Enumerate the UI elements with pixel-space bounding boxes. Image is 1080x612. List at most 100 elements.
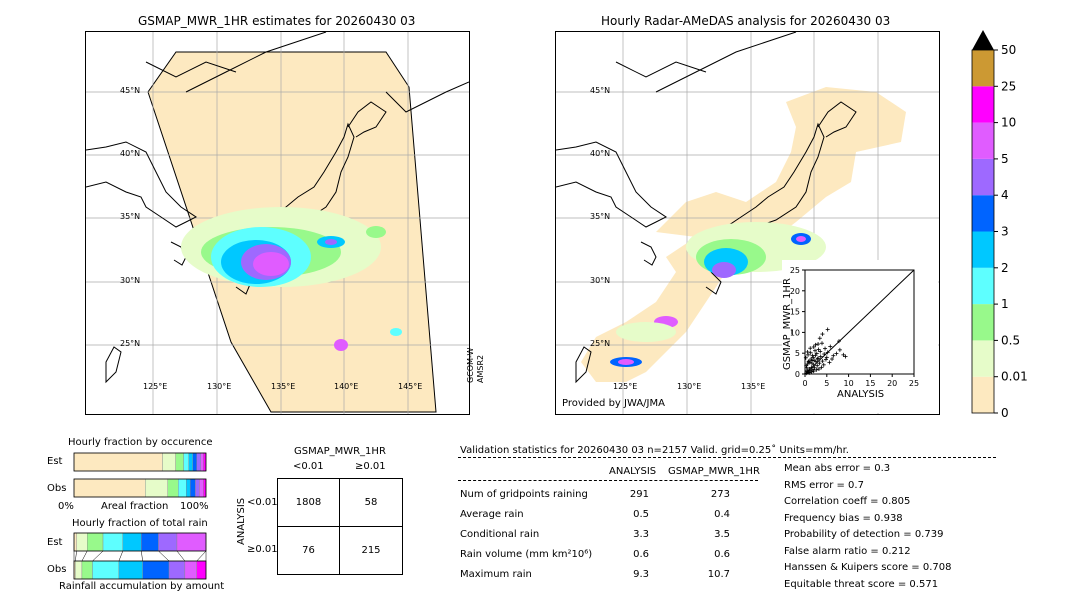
validation-row-label: Average rain	[460, 509, 524, 520]
stacked-bar-segment	[196, 452, 201, 472]
stacked-bar-segment	[176, 532, 207, 552]
scatter-point	[816, 356, 821, 361]
validation-col-analysis: ANALYSIS	[609, 466, 657, 477]
colorbar-segment	[972, 376, 994, 413]
scatter-plot: 0 5 10 15 20 25 0 5 10 15 20 25	[790, 266, 919, 388]
scatter-point	[808, 346, 813, 351]
validation-col-gsmap: GSMAP_MWR_1HR	[668, 466, 760, 477]
contingency-row-axis: ANALYSIS	[236, 497, 247, 545]
stacked-bar-segment	[183, 452, 190, 472]
stacked-bar-frame	[73, 478, 207, 498]
scatter-point	[816, 347, 821, 352]
validation-row-analysis: 291	[629, 489, 649, 500]
scatter-point	[818, 354, 823, 359]
stacked-bar-segment	[175, 452, 184, 472]
stacked-bar-segment	[86, 532, 104, 552]
validation-score: Frequency bias = 0.938	[784, 512, 903, 524]
scatter-point	[809, 369, 814, 374]
occurrence-x-left: 0%	[58, 501, 74, 512]
stacked-bar-segment	[118, 560, 143, 580]
right-map-title: Hourly Radar-AMeDAS analysis for 2026043…	[601, 14, 891, 28]
satellite-label-gcom: GCOM-W	[466, 347, 475, 383]
scatter-point	[822, 352, 827, 357]
stacked-bar-connector	[118, 550, 124, 562]
validation-header: Validation statistics for 20260430 03 n=…	[460, 445, 849, 456]
colorbar-segment	[972, 158, 994, 196]
stacked-bar-segment	[81, 560, 93, 580]
scatter-y-tick-label: 5	[795, 349, 800, 358]
stacked-bar-segment	[73, 452, 163, 472]
stacked-bar-segment	[192, 452, 197, 472]
occurrence-est-label: Est	[47, 456, 63, 467]
validation-col-divider	[458, 480, 758, 481]
scatter-point	[820, 332, 825, 337]
right-lon-label-125: 125°E	[613, 382, 638, 391]
scatter-point	[806, 352, 811, 357]
validation-row-analysis: 0.6	[633, 549, 649, 560]
scatter-point	[812, 365, 817, 370]
scatter-point	[837, 347, 842, 352]
scatter-diagonal	[804, 269, 915, 375]
contingency-table: 1808 58 76 215	[277, 478, 403, 575]
colorbar-tick-label: 10	[1001, 116, 1016, 130]
scatter-point	[814, 367, 819, 372]
scatter-point	[803, 355, 808, 360]
right-map-canvas	[556, 32, 939, 414]
scatter-point	[823, 346, 828, 351]
stacked-bar-segment	[196, 560, 207, 580]
right-lat-label-40: 40°N	[590, 149, 611, 158]
left-lat-label-40: 40°N	[120, 149, 141, 158]
stacked-bar-frame	[73, 560, 207, 580]
scatter-point	[817, 336, 822, 341]
scatter-y-tick-label: 25	[790, 266, 800, 275]
scatter-point	[821, 362, 826, 367]
left-lon-label-135: 135°E	[271, 382, 296, 391]
scatter-point	[814, 351, 819, 356]
contingency-row-2: ≥0.01	[247, 544, 278, 555]
right-map: 45°N 40°N 35°N 30°N 25°N 125°E 130°E 135…	[555, 31, 940, 415]
right-rain-patches	[610, 222, 826, 367]
scatter-point	[837, 339, 842, 344]
right-lon-label-130: 130°E	[677, 382, 702, 391]
scatter-point	[820, 359, 825, 364]
scatter-point	[812, 358, 817, 363]
stacked-bar-connector	[141, 550, 143, 562]
validation-row-analysis: 9.3	[633, 569, 649, 580]
scatter-point	[818, 349, 823, 354]
rain-fraction-title: Hourly fraction of total rain	[72, 518, 208, 529]
stacked-bar-segment	[102, 532, 124, 552]
occurrence-x-right: 100%	[180, 501, 209, 512]
validation-row-label: Num of gridpoints raining	[460, 489, 588, 500]
scatter-xlabel: ANALYSIS	[837, 389, 885, 400]
validation-divider	[458, 457, 996, 458]
validation-row-gsmap: 3.5	[714, 529, 730, 540]
scatter-point	[831, 353, 836, 358]
scatter-point	[834, 351, 839, 356]
scatter-y-tick-label: 15	[790, 308, 800, 317]
colorbar-segment	[972, 195, 994, 232]
scatter-point	[823, 357, 828, 362]
occurrence-xlabel: Areal fraction	[101, 501, 169, 512]
validation-score: Hanssen & Kuipers score = 0.708	[784, 562, 952, 573]
validation-row-gsmap: 273	[710, 489, 730, 500]
scatter-point	[816, 342, 821, 347]
colorbar-tick-label: 4	[1001, 188, 1009, 202]
scatter-point	[805, 368, 810, 373]
scatter-point	[806, 359, 811, 364]
stacked-bar-segment	[184, 560, 197, 580]
colorbar-segment	[972, 50, 994, 87]
scatter-point	[811, 344, 816, 349]
left-lat-label-25: 25°N	[120, 339, 141, 348]
stacked-bar-connector	[92, 550, 104, 562]
scatter-x-tick-label: 0	[802, 379, 807, 388]
stacked-bar-segment	[185, 478, 191, 498]
colorbar-over-arrow	[972, 30, 994, 50]
rain-est-label: Est	[47, 537, 63, 548]
validation-row-label: Maximum rain	[460, 569, 532, 580]
stacked-bar-connector	[176, 550, 186, 562]
scatter-point	[828, 344, 833, 349]
colorbar-segment	[972, 267, 994, 305]
right-lat-label-35: 35°N	[590, 212, 611, 221]
scatter-point	[825, 327, 830, 332]
rain-fraction-bars	[73, 532, 207, 580]
